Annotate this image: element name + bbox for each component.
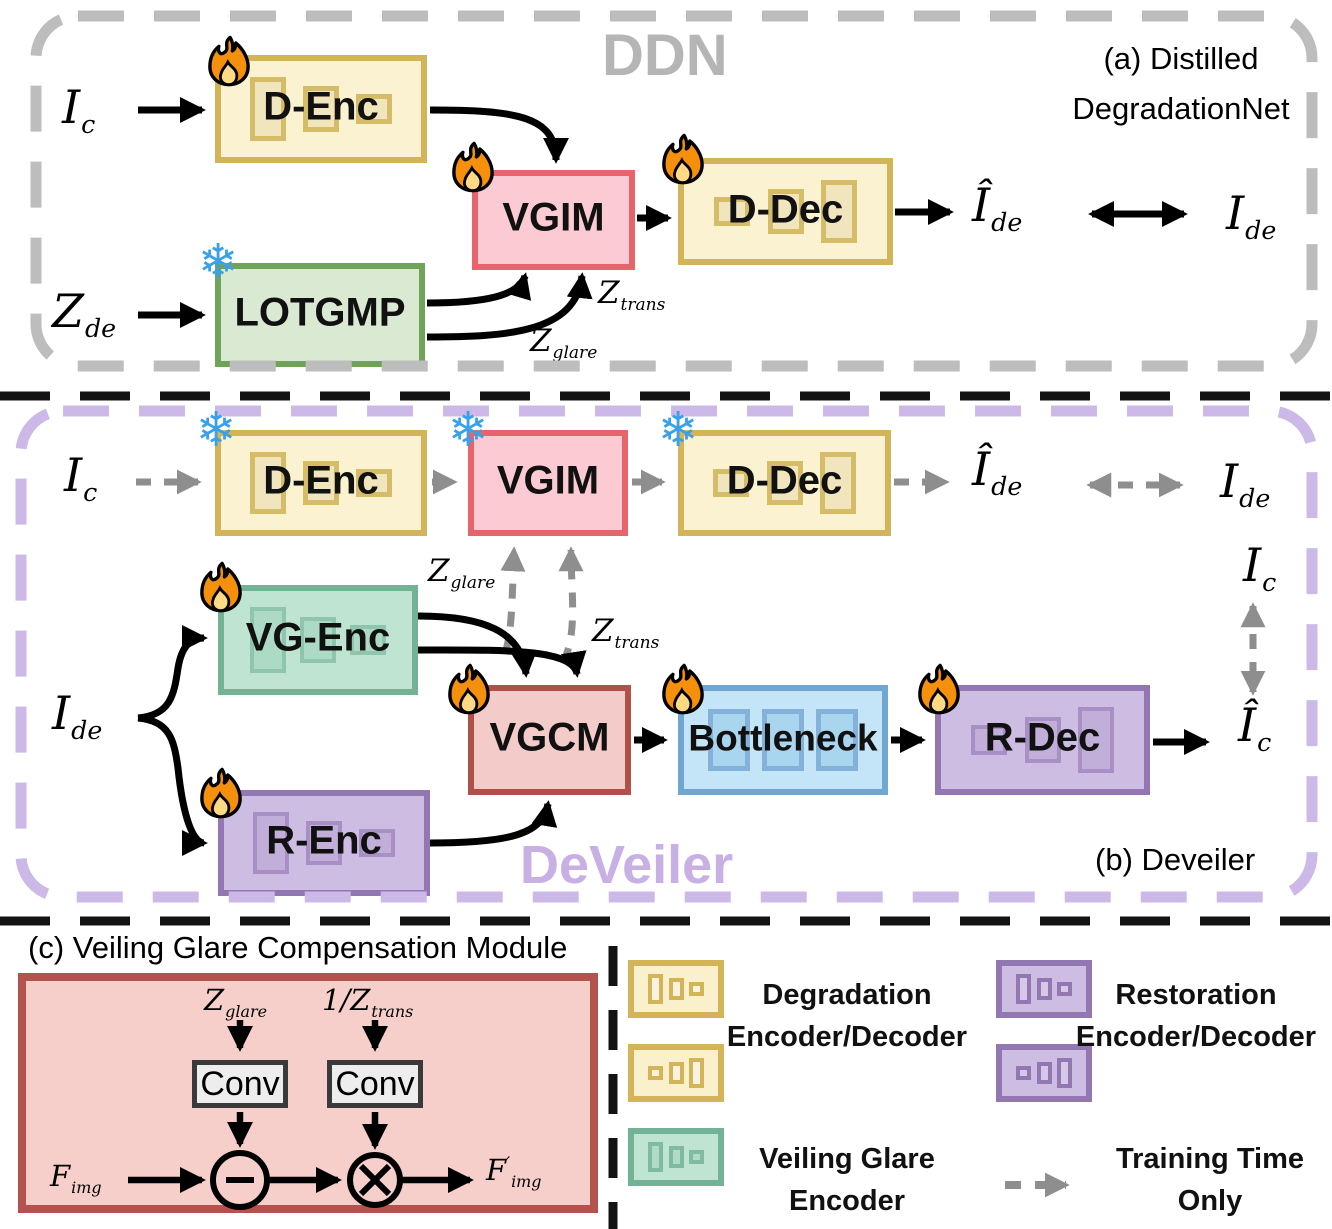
panel-c-title: (c) Veiling Glare Compensation Module — [28, 930, 568, 965]
label-inv-ztrans-c: 1/Ztrans — [322, 983, 414, 1021]
legend-degradation-decoder-icon — [628, 1044, 724, 1102]
fire-icon — [198, 560, 244, 614]
label-ide-pred-b: Îde — [972, 442, 1023, 502]
label-ic-pred-right: Îc — [1238, 698, 1272, 758]
legend-training-line2: Only — [1177, 1185, 1243, 1217]
label-fimg-out: F′img — [486, 1153, 542, 1191]
fire-icon — [446, 662, 492, 716]
label-ide-gt-b: Ide — [1220, 454, 1271, 514]
legend-restoration-decoder-icon — [996, 1044, 1092, 1102]
legend-training-label: Training Time Only — [1090, 1138, 1330, 1222]
label-ide-gt-a: Ide — [1226, 186, 1277, 246]
panel-a-caption: (a) Distilled DegradationNet — [1046, 34, 1316, 134]
panel-a-caption-line2: DegradationNet — [1072, 91, 1290, 126]
label-ic-input-a: Ic — [62, 80, 96, 140]
d-dec-label-a: D-Dec — [727, 187, 844, 232]
label-zglare-b: Zglare — [428, 553, 496, 594]
encoder-bars — [642, 970, 710, 1008]
conv-block-right: Conv — [327, 1060, 423, 1108]
decoder-bars — [1010, 1054, 1078, 1092]
label-zglare-a: Zglare — [530, 323, 598, 364]
encoder-bars — [1010, 970, 1078, 1008]
bottleneck-block: Bottleneck — [678, 685, 888, 795]
vgim-block-b: VGIM — [468, 430, 628, 536]
d-enc-block-b: D-Enc — [215, 430, 427, 536]
arrow-vgenc-to-vgcm-2 — [417, 646, 587, 678]
vgim-block-a: VGIM — [472, 170, 635, 270]
legend-veiling-line2: Encoder — [788, 1185, 906, 1217]
fire-icon — [450, 140, 496, 194]
fire-icon — [660, 132, 706, 186]
vg-enc-label: VG-Enc — [245, 615, 391, 660]
fire-icon — [206, 34, 252, 88]
legend-training-line1: Training Time — [1115, 1143, 1304, 1175]
legend-restoration-encoder-icon — [996, 960, 1092, 1018]
deveiler-watermark: DeVeiler — [520, 835, 734, 895]
dashed-arrow-ztrans-to-vgim-b — [558, 546, 584, 664]
r-enc-block: R-Enc — [218, 790, 430, 896]
decoder-bars — [642, 1054, 710, 1092]
snowflake-icon: ❄ — [658, 402, 699, 458]
encoder-bars — [642, 1138, 710, 1176]
legend-degradation-label: Degradation Encoder/Decoder — [712, 974, 982, 1058]
label-ic-gt-right: Ic — [1243, 538, 1277, 598]
panel-b-caption: (b) Deveiler — [1095, 842, 1256, 877]
dashed-arrow-zglare-to-vgim-b — [500, 546, 526, 656]
d-dec-block-a: D-Dec — [678, 158, 893, 265]
snowflake-icon: ❄ — [196, 402, 237, 458]
label-fimg-in: Fimg — [50, 1159, 102, 1197]
label-ide-pred-a: Îde — [972, 178, 1023, 238]
legend-veiling-label: Veiling Glare Encoder — [712, 1138, 982, 1222]
legend-degradation-line2: Encoder/Decoder — [726, 1021, 968, 1053]
fire-icon — [198, 766, 244, 820]
lotgmp-label: LOTGMP — [234, 290, 406, 335]
lotgmp-block: LOTGMP — [215, 263, 425, 367]
vgcm-module-box — [18, 973, 598, 1213]
legend-veiling-line1: Veiling Glare — [759, 1143, 935, 1175]
arrow-lotgmp-to-vgim-1 — [426, 272, 532, 307]
fire-icon — [916, 662, 962, 716]
vgcm-block: VGCM — [468, 685, 631, 795]
ddn-watermark: DDN — [602, 23, 728, 88]
label-ztrans-a: Ztrans — [598, 275, 666, 316]
label-ide-input-b: Ide — [52, 686, 103, 746]
conv-block-left: Conv — [192, 1060, 288, 1108]
d-dec-label-b: D-Dec — [726, 458, 843, 503]
arrow-ide-to-renc — [137, 714, 208, 856]
fire-icon — [660, 662, 706, 716]
arrow-ide-to-vgenc — [137, 625, 208, 722]
vgim-label-a: VGIM — [502, 195, 605, 240]
snowflake-icon: ❄ — [448, 402, 489, 458]
d-dec-block-b: D-Dec — [678, 430, 891, 536]
r-enc-label: R-Enc — [266, 818, 382, 863]
label-ztrans-b: Ztrans — [592, 613, 660, 654]
label-ic-input-b: Ic — [64, 448, 98, 508]
panel-a-caption-line1: (a) Distilled — [1103, 41, 1259, 76]
legend-degradation-line1: Degradation — [762, 979, 932, 1011]
legend-restoration-line1: Restoration — [1115, 979, 1277, 1011]
d-enc-label-b: D-Enc — [263, 458, 379, 503]
snowflake-icon: ❄ — [198, 234, 239, 290]
legend-degradation-encoder-icon — [628, 960, 724, 1018]
vgim-label-b: VGIM — [496, 458, 600, 503]
r-dec-label: R-Dec — [984, 715, 1101, 760]
legend-restoration-line2: Encoder/Decoder — [1075, 1021, 1317, 1053]
legend-restoration-label: Restoration Encoder/Decoder — [1062, 974, 1330, 1058]
bottleneck-label: Bottleneck — [688, 717, 878, 759]
vg-enc-block: VG-Enc — [218, 585, 418, 695]
label-zglare-c: Zglare — [204, 983, 268, 1021]
label-zde-input: Zde — [52, 284, 117, 344]
d-enc-label-a: D-Enc — [263, 84, 379, 129]
legend-veiling-encoder-icon — [628, 1128, 724, 1186]
r-dec-block: R-Dec — [935, 685, 1150, 795]
vgcm-label: VGCM — [489, 715, 610, 760]
